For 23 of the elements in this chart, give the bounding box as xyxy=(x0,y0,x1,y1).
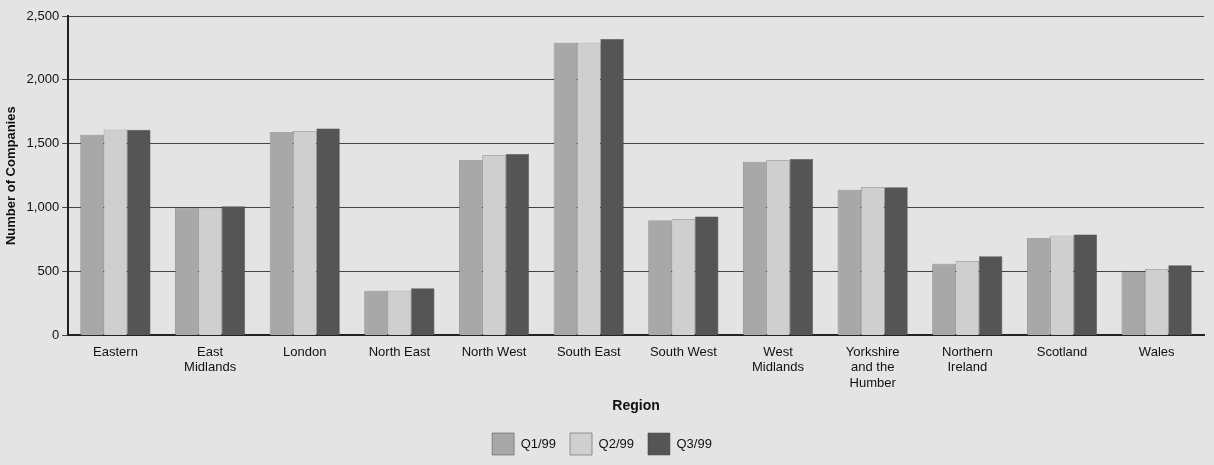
y-tick-label: 1,000 xyxy=(26,199,60,215)
x-tick-label: Scotland xyxy=(1036,343,1088,359)
y-tick-label: 2,000 xyxy=(26,71,60,87)
x-tick-label: Wales xyxy=(1138,343,1175,359)
legend-label: Q3/99 xyxy=(676,435,712,451)
y-axis-title: Number of Companies xyxy=(3,106,19,246)
x-tick-label: Eastern xyxy=(93,343,138,359)
x-tick-label: Northern Ireland xyxy=(942,343,993,375)
x-axis-title: Region xyxy=(612,397,660,414)
y-tick-label: 500 xyxy=(37,263,60,279)
y-tick-label: 0 xyxy=(51,326,60,342)
y-tick-label: 1,500 xyxy=(26,135,60,151)
legend-label: Q2/99 xyxy=(598,435,634,451)
x-tick-label: North East xyxy=(368,343,431,359)
y-tick-label: 2,500 xyxy=(26,7,60,23)
x-tick-label: London xyxy=(283,343,327,359)
x-tick-label: South West xyxy=(649,343,718,359)
x-tick-label: North West xyxy=(461,343,527,359)
x-tick-label: South East xyxy=(556,343,621,359)
x-tick-label: Yorkshire and the Humber xyxy=(845,343,900,390)
legend-label: Q1/99 xyxy=(520,435,557,451)
x-tick-label: West Midlands xyxy=(752,343,805,375)
x-tick-label: East Midlands xyxy=(184,343,237,375)
